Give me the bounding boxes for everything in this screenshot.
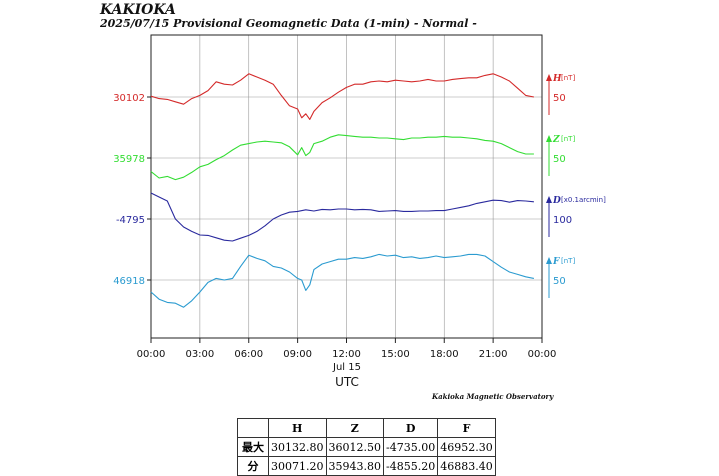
- series-unit-h: [nT]: [561, 74, 575, 82]
- stats-header-f: F: [437, 418, 496, 438]
- series-line-d: [150, 192, 534, 242]
- series-unit-d: [x0.1arcmin]: [561, 196, 606, 204]
- series-line-f: [150, 253, 535, 308]
- series-unit-f: [nT]: [561, 257, 575, 265]
- stats-header-h: H: [268, 418, 327, 438]
- chart-subtitle: 2025/07/15 Provisional Geomagnetic Data …: [100, 17, 477, 30]
- x-tick-label: 06:00: [234, 349, 263, 360]
- x-tick-label: 03:00: [185, 349, 214, 360]
- scale-label-d: 100: [553, 215, 572, 226]
- stats-cell: 46883.40: [437, 456, 496, 476]
- magnetogram-chart: 00:00 03:00 06:00 09:00 12:00 15:00 18:00 21:00…: [113, 34, 606, 389]
- scale-label-h: 50: [553, 93, 566, 104]
- scale-arrow-icon: [546, 257, 552, 264]
- baseline-label-z: 35978: [113, 154, 145, 165]
- stats-header-blank: [237, 418, 269, 438]
- series-unit-z: [nT]: [561, 135, 575, 143]
- scale-arrow-icon: [546, 196, 552, 203]
- stats-cell: 30132.80: [268, 437, 327, 457]
- series-name-z: Z: [552, 135, 560, 145]
- x-tick-label: 21:00: [479, 349, 508, 360]
- x-date-label: Jul 15: [332, 362, 361, 373]
- stats-row-max: 最大 30132.80 36012.50 -4735.00 46952.30: [237, 437, 496, 457]
- stats-cell: 30071.20: [268, 456, 327, 476]
- x-tick-label: 12:00: [332, 349, 361, 360]
- x-tick-label: 09:00: [283, 349, 312, 360]
- series-name-h: H: [552, 74, 562, 84]
- stats-cell: 35943.80: [325, 456, 384, 476]
- x-tick-label: 18:00: [430, 349, 459, 360]
- stats-cell: 46952.30: [437, 437, 496, 457]
- series-line-z: [150, 134, 534, 181]
- stats-header-d: D: [382, 418, 439, 438]
- x-tick-label: 00:00: [528, 349, 557, 360]
- baseline-label-f: 46918: [113, 276, 145, 287]
- baseline-label-d: -4795: [116, 215, 145, 226]
- scale-arrow-icon: [546, 135, 552, 142]
- series-line-h: [150, 73, 535, 120]
- stats-row-label: 最大: [237, 437, 269, 457]
- station-title: KAKIOKA: [100, 2, 176, 18]
- scale-label-z: 50: [553, 154, 566, 165]
- series-name-f: F: [552, 257, 560, 267]
- stats-table: H Z D F 最大 30132.80 36012.50 -4735.00 46…: [237, 418, 496, 476]
- series-name-d: D: [552, 196, 561, 206]
- baseline-label-h: 30102: [113, 93, 145, 104]
- stats-header-row: H Z D F: [237, 418, 496, 438]
- x-axis-label: UTC: [335, 375, 359, 389]
- stats-cell: 36012.50: [325, 437, 384, 457]
- stats-header-z: Z: [325, 418, 384, 438]
- x-tick-label: 00:00: [137, 349, 166, 360]
- stats-cell: -4735.00: [382, 437, 439, 457]
- stats-row-label: 分: [237, 456, 269, 476]
- observatory-credit: Kakioka Magnetic Observatory: [432, 392, 554, 401]
- scale-arrow-icon: [546, 74, 552, 81]
- stats-row-min: 分 30071.20 35943.80 -4855.20 46883.40: [237, 456, 496, 476]
- scale-label-f: 50: [553, 276, 566, 287]
- stats-cell: -4855.20: [382, 456, 439, 476]
- x-tick-label: 15:00: [381, 349, 410, 360]
